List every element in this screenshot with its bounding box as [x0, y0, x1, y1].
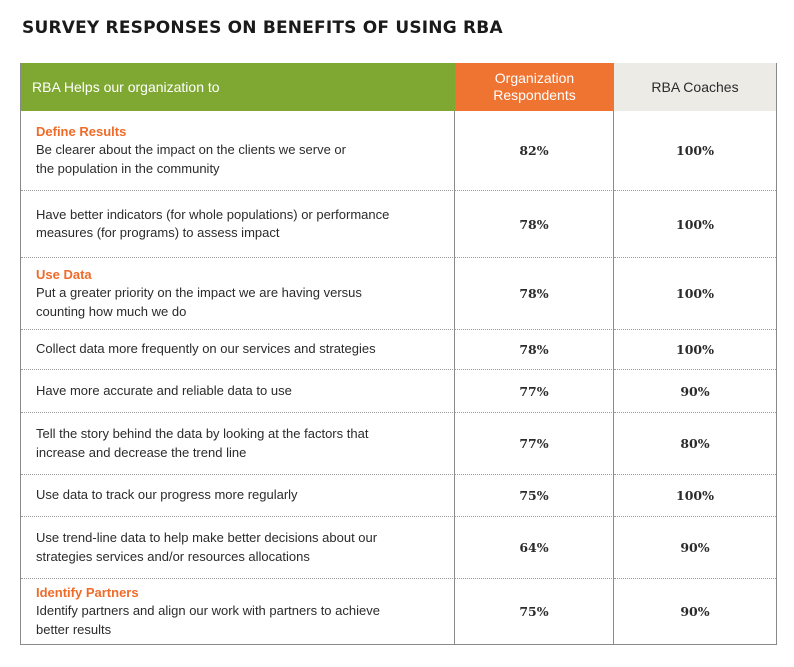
coach-percent: 100% — [676, 143, 714, 158]
table-row: Use trend-line data to help make better … — [21, 516, 776, 578]
benefit-cell: Have better indicators (for whole popula… — [21, 190, 455, 257]
benefit-text-line1: Identify partners and align our work wit… — [36, 603, 380, 619]
org-percent: 82% — [455, 111, 614, 190]
benefit-cell: Define Results Be clearer about the impa… — [21, 111, 455, 190]
table-row: Define Results Be clearer about the impa… — [21, 111, 776, 190]
benefit-text-line2: increase and decrease the trend line — [36, 444, 247, 460]
benefit-text-line2: the population in the community — [36, 160, 220, 176]
table-row: Collect data more frequently on our serv… — [21, 329, 776, 369]
category-label: Identify Partners — [36, 584, 139, 600]
org-percent: 77% — [455, 412, 614, 474]
org-percent: 75% — [455, 578, 614, 644]
org-percent: 64% — [455, 516, 614, 578]
org-percent: 75% — [455, 474, 614, 516]
category-label: Define Results — [36, 123, 127, 139]
benefit-text-line1: Use data to track our progress more regu… — [36, 487, 298, 503]
benefit-cell: Use Data Put a greater priority on the i… — [21, 257, 455, 329]
benefit-text-line1: Put a greater priority on the impact we … — [36, 285, 362, 301]
org-percent: 78% — [455, 190, 614, 257]
table-row: Use Data Put a greater priority on the i… — [21, 257, 776, 329]
benefit-cell: Use data to track our progress more regu… — [21, 474, 455, 516]
benefit-text-line1: Use trend-line data to help make better … — [36, 530, 378, 545]
table-row: Have better indicators (for whole popula… — [21, 190, 776, 257]
header-rba-coaches: RBA Coaches — [614, 63, 776, 111]
org-percent: 78% — [455, 329, 614, 369]
table-row: Tell the story behind the data by lookin… — [21, 412, 776, 474]
header-benefit: RBA Helps our organization to — [21, 63, 455, 111]
benefit-cell: Identify Partners Identify partners and … — [21, 578, 455, 644]
header-org-line1: Organization — [494, 70, 575, 86]
table-row: Identify Partners Identify partners and … — [21, 578, 776, 644]
page-title: SURVEY RESPONSES ON BENEFITS OF USING RB… — [22, 18, 503, 38]
coach-percent: 90% — [614, 516, 776, 578]
header-organization-respondents: Organization Respondents — [455, 63, 614, 111]
benefit-text-line1: Have better indicators (for whole popula… — [36, 206, 390, 222]
table-header: RBA Helps our organization to Organizati… — [21, 63, 776, 111]
benefit-cell: Collect data more frequently on our serv… — [21, 329, 455, 369]
benefit-cell: Have more accurate and reliable data to … — [21, 369, 455, 412]
header-org-line2: Respondents — [493, 87, 576, 103]
benefit-cell: Use trend-line data to help make better … — [21, 516, 455, 578]
coach-percent: 100% — [614, 257, 776, 329]
org-percent: 77% — [455, 369, 614, 412]
coach-percent: 100% — [614, 474, 776, 516]
benefit-text-line1: Have more accurate and reliable data to … — [36, 382, 292, 398]
benefit-cell: Tell the story behind the data by lookin… — [21, 412, 455, 474]
coach-percent: 90% — [614, 578, 776, 644]
benefit-text-line2: counting how much we do — [36, 303, 187, 319]
benefit-text-line2: measures (for programs) to assess impact — [36, 225, 280, 240]
table-row: Have more accurate and reliable data to … — [21, 369, 776, 412]
coach-percent: 100% — [614, 329, 776, 369]
org-percent: 78% — [455, 257, 614, 329]
category-label: Use Data — [36, 266, 92, 282]
benefit-text-line1: Collect data more frequently on our serv… — [36, 341, 376, 357]
benefit-text-line1: Be clearer about the impact on the clien… — [36, 142, 346, 158]
coach-percent: 80% — [614, 412, 776, 474]
benefit-text-line2: better results — [36, 621, 112, 637]
table-row: Use data to track our progress more regu… — [21, 474, 776, 516]
benefit-text-line2: strategies services and/or resources all… — [36, 548, 310, 564]
coach-percent: 90% — [614, 369, 776, 412]
survey-table: RBA Helps our organization to Organizati… — [20, 63, 777, 645]
coach-percent: 100% — [614, 190, 776, 257]
benefit-text-line1: Tell the story behind the data by lookin… — [36, 426, 369, 441]
